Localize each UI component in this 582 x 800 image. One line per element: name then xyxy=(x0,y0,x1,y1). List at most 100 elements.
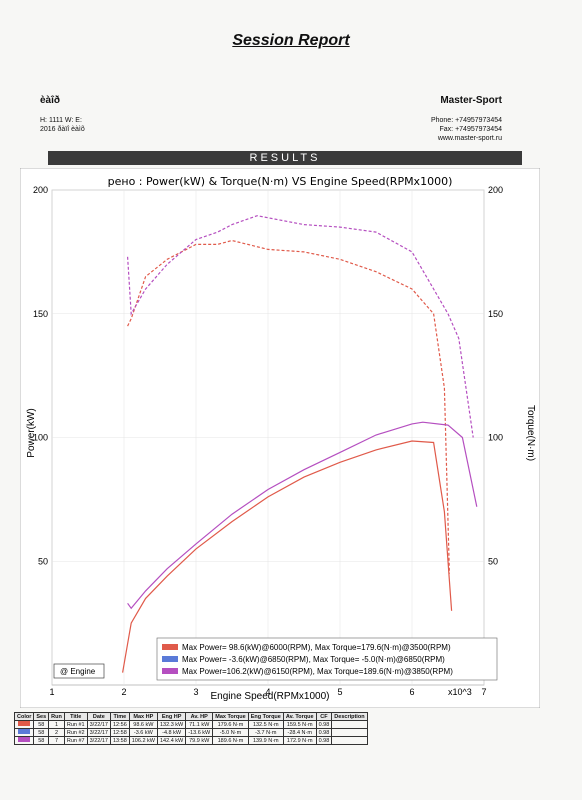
axes: 1 2 3 4 5 6 7 50 50 100 100 150 150 200 200 xyxy=(33,185,503,697)
client-details: H: 1111 W: E: xyxy=(40,117,82,124)
table-header-cell: CF xyxy=(315,712,333,721)
series-run1-torque-line xyxy=(127,239,450,574)
table-cell: 132.5 N·m xyxy=(247,720,284,729)
table-cell: 3/22/17 xyxy=(86,720,111,729)
legend-entry: Max Power=106.2(kW)@6150(RPM), Max Torqu… xyxy=(182,667,453,676)
row-color-swatch xyxy=(13,728,35,737)
table-header-cell: Color xyxy=(13,712,35,721)
table-cell: -3.7 N·m xyxy=(247,728,284,737)
report-title: Session Report xyxy=(232,32,350,49)
table-cell: Run #7 xyxy=(63,736,88,745)
table-row[interactable]: 58 1 Run #1 3/22/17 12:56 98.6 kW 132.3 kW 71.1… xyxy=(13,720,368,729)
table-cell: 142.4 kW xyxy=(156,736,187,745)
table-cell: 0.98 xyxy=(315,720,333,729)
table-body: 58 1 Run #1 3/22/17 12:56 98.6 kW 132.3 kW 71.1… xyxy=(13,720,368,745)
table-header-cell: Time xyxy=(109,712,130,721)
row-color-swatch xyxy=(13,720,35,729)
table-row[interactable]: 58 2 Run #2 3/22/17 12:58 -3.6 kW -4.8 kW -13.6… xyxy=(13,728,368,737)
legend-entry: Max Power= 98.6(kW)@6000(RPM), Max Torqu… xyxy=(182,643,451,652)
table-cell xyxy=(331,728,368,737)
table-cell: 98.6 kW xyxy=(128,720,158,729)
x-tick-label: 4 xyxy=(265,687,270,697)
y-tick-label-right: 100 xyxy=(488,433,503,443)
y-tick-label-left: 150 xyxy=(33,309,48,319)
x-tick-label: 2 xyxy=(121,687,126,697)
table-cell: 2 xyxy=(48,728,65,737)
client-name: èàîð xyxy=(40,95,61,106)
table-header-cell: Ses xyxy=(33,712,50,721)
table-header-cell: Description xyxy=(331,712,368,721)
table-header-row: Color Ses Run Title Date Time Max HP Eng HP Av. … xyxy=(13,712,368,721)
y-tick-label-left: 100 xyxy=(33,433,48,443)
table-header-cell: Max Torque xyxy=(212,712,249,721)
table-header-cell: Eng HP xyxy=(156,712,187,721)
dyno-chart: рено : Power(kW) & Torque(N·m) VS Engine… xyxy=(20,168,540,708)
y-tick-label-right: 150 xyxy=(488,309,503,319)
company-fax: Fax: +74957973454 xyxy=(439,126,502,133)
results-banner: RESULTS xyxy=(48,151,522,165)
table-cell: 3/22/17 xyxy=(86,728,111,737)
x-unit-label: x10^3 xyxy=(448,687,472,697)
table-cell: 58 xyxy=(33,736,50,745)
legend-swatch xyxy=(162,668,178,674)
company-name: Master-Sport xyxy=(440,95,502,106)
table-cell: 58 xyxy=(33,720,50,729)
y-tick-label-right: 200 xyxy=(488,185,503,195)
table-cell: 1 xyxy=(48,720,65,729)
table-header-cell: Run xyxy=(48,712,65,721)
table-header-cell: Max HP xyxy=(128,712,158,721)
table-cell: 7 xyxy=(48,736,65,745)
engine-legend-button[interactable]: @ Engine xyxy=(53,663,105,679)
table-cell: -3.6 kW xyxy=(128,728,158,737)
x-tick-label: 7 xyxy=(481,687,486,697)
x-axis-label: Engine Speed(RPMx1000) xyxy=(211,691,330,702)
table-header-cell: Av. HP xyxy=(185,712,214,721)
table-cell: 12:58 xyxy=(109,728,130,737)
table-cell: 13:58 xyxy=(109,736,130,745)
x-tick-label: 5 xyxy=(337,687,342,697)
table-cell: -4.8 kW xyxy=(156,728,187,737)
x-tick-label: 1 xyxy=(49,687,54,697)
chart-frame xyxy=(20,168,540,708)
client-vehicle: 2016 ðàïî èàìõ xyxy=(40,126,85,133)
table-cell xyxy=(331,720,368,729)
table-cell: 179.6 N·m xyxy=(212,720,249,729)
table-cell: Run #2 xyxy=(63,728,88,737)
x-tick-label: 6 xyxy=(409,687,414,697)
table-cell: 0.98 xyxy=(315,736,333,745)
legend: Max Power= 98.6(kW)@6000(RPM), Max Torqu… xyxy=(156,637,498,681)
grid xyxy=(51,189,485,686)
table-cell: 132.3 kW xyxy=(156,720,187,729)
table-header-cell: Title xyxy=(63,712,88,721)
table-cell xyxy=(331,736,368,745)
table-cell: 3/22/17 xyxy=(86,736,111,745)
series-run3-torque-line xyxy=(127,215,474,438)
table-header-cell: Date xyxy=(86,712,111,721)
table-cell: 0.98 xyxy=(315,728,333,737)
table-row[interactable]: 58 7 Run #7 3/22/17 13:58 106.2 kW 142.4 kW 79.… xyxy=(13,736,368,745)
table-cell: 139.9 N·m xyxy=(247,736,284,745)
engine-legend-label: @ Engine xyxy=(60,667,96,676)
legend-swatch xyxy=(162,644,178,650)
y-axis-right-label: Torque(N·m) xyxy=(525,405,536,461)
series-group xyxy=(122,215,478,673)
table-cell: 79.9 kW xyxy=(185,736,214,745)
series-run1-power-line xyxy=(122,440,453,673)
table-cell: 159.5 N·m xyxy=(282,720,317,729)
chart-title: рено : Power(kW) & Torque(N·m) VS Engine… xyxy=(108,175,453,188)
y-tick-label-left: 200 xyxy=(33,185,48,195)
series-run3-power-line xyxy=(127,421,478,610)
table-header-cell: Eng Torque xyxy=(247,712,284,721)
company-phone: Phone: +74957973454 xyxy=(430,117,502,124)
table-cell: 172.9 N·m xyxy=(282,736,317,745)
x-tick-label: 3 xyxy=(193,687,198,697)
company-website: www.master-sport.ru xyxy=(437,135,502,142)
legend-swatch xyxy=(162,656,178,662)
y-tick-label-left: 50 xyxy=(38,556,48,566)
table-cell: -5.0 N·m xyxy=(212,728,249,737)
legend-entry: Max Power= -3.6(kW)@6850(RPM), Max Torqu… xyxy=(182,655,445,664)
y-tick-label-right: 50 xyxy=(488,556,498,566)
table-header-cell: Av. Torque xyxy=(282,712,317,721)
table-cell: -13.6 kW xyxy=(185,728,214,737)
table-cell: 106.2 kW xyxy=(128,736,158,745)
